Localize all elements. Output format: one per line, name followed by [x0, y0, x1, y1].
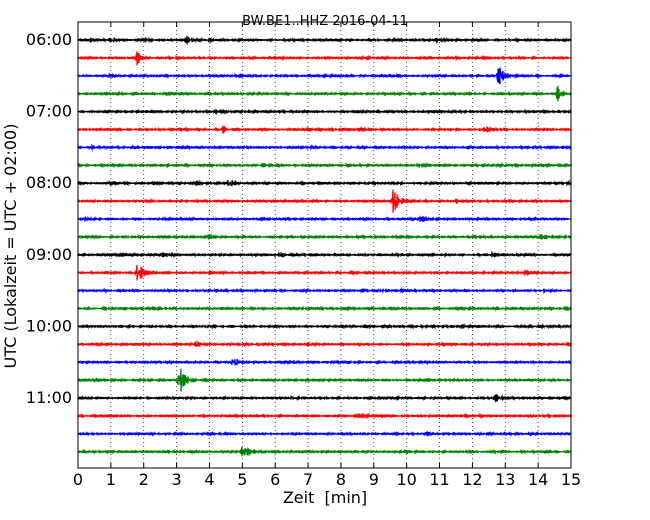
x-tick-label: 3 [172, 470, 182, 489]
x-tick-label: 1 [106, 470, 116, 489]
seismic-trace [77, 305, 572, 312]
seismic-trace [77, 233, 572, 241]
x-tick-label: 5 [237, 470, 247, 489]
y-tick-label: 08:00 [26, 173, 72, 192]
seismic-trace [77, 35, 572, 46]
y-tick-label: 11:00 [26, 388, 72, 407]
seismic-trace [77, 430, 572, 437]
x-axis-label: Zeit [min] [283, 488, 367, 507]
x-tick-label: 6 [270, 470, 280, 489]
x-tick-label: 0 [73, 470, 83, 489]
seismic-trace [77, 179, 572, 187]
seismic-trace [77, 214, 572, 223]
seismic-trace [77, 189, 572, 213]
seismic-trace [77, 264, 572, 281]
trace-group [77, 35, 572, 457]
plot-frame [77, 21, 572, 469]
x-tick-label: 14 [528, 470, 548, 489]
seismic-trace [77, 85, 572, 102]
y-tick-label: 09:00 [26, 245, 72, 264]
grid-lines [110, 22, 539, 468]
x-tick-label: 8 [336, 470, 346, 489]
seismic-trace [77, 287, 572, 295]
x-tick-label: 9 [369, 470, 379, 489]
seismic-trace [77, 322, 572, 330]
axis-ticks: 0 1 2 3 4 5 6 7 8 9 10 11 12 13 14 1506:0007:0008:0009:… [26, 22, 581, 489]
y-tick-label: 10:00 [26, 316, 72, 335]
seismic-trace [77, 412, 572, 420]
seismic-trace [77, 358, 572, 366]
seismic-trace [77, 125, 572, 135]
seismic-trace [77, 393, 572, 403]
seismic-trace [77, 446, 572, 457]
y-tick-label: 07:00 [26, 102, 72, 121]
seismic-trace [77, 339, 572, 348]
x-tick-label: 7 [303, 470, 313, 489]
y-axis-label: UTC (Lokalzeit = UTC + 02:00) [1, 124, 20, 369]
x-tick-label: 10 [396, 470, 416, 489]
x-tick-label: 12 [462, 470, 482, 489]
seismic-trace [77, 143, 572, 152]
seismic-trace [77, 51, 572, 67]
y-tick-label: 06:00 [26, 30, 72, 49]
x-tick-label: 15 [561, 470, 581, 489]
seismic-trace [77, 67, 572, 85]
seismic-trace [77, 250, 572, 259]
x-tick-label: 4 [204, 470, 214, 489]
seismic-trace [77, 161, 572, 169]
x-tick-label: 11 [429, 470, 449, 489]
x-tick-label: 13 [495, 470, 515, 489]
seismic-trace [77, 108, 572, 116]
x-tick-label: 2 [139, 470, 149, 489]
seismic-trace [77, 368, 572, 392]
